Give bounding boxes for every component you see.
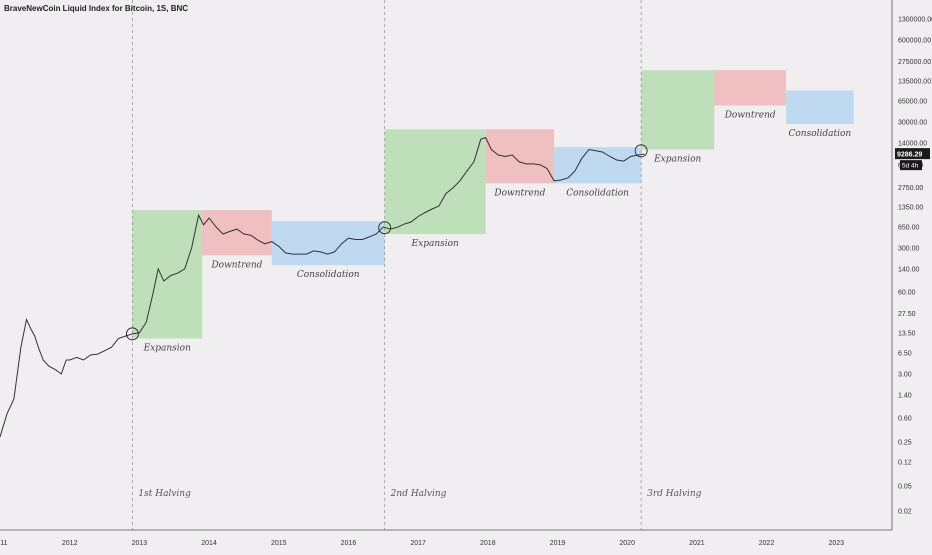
x-tick-label: 2021 — [689, 540, 705, 547]
y-tick-label: 135000.00 — [898, 78, 931, 85]
y-tick-label: 27.50 — [898, 311, 916, 318]
price-tag-value: 9286.29 — [897, 152, 922, 159]
phase-label-consolidation-5: Consolidation — [566, 188, 629, 198]
y-tick-label: 1350.00 — [898, 204, 923, 211]
y-tick-label: 65000.00 — [898, 98, 927, 105]
halving-label-1: 1st Halving — [138, 489, 191, 499]
phase-box-expansion-3 — [384, 129, 486, 235]
phase-label-downtrend-4: Downtrend — [493, 188, 545, 198]
price-tag — [895, 148, 930, 160]
y-tick-label: 6.50 — [898, 350, 912, 357]
y-tick-label: 0.12 — [898, 460, 912, 467]
phase-box-expansion-6 — [641, 70, 715, 150]
y-tick-label: 600000.00 — [898, 38, 931, 45]
phase-box-downtrend-4 — [485, 129, 555, 184]
halving-circle-1 — [125, 327, 139, 341]
countdown-tag — [900, 160, 922, 171]
y-tick-label: 13.50 — [898, 330, 916, 337]
x-tick-label: 2019 — [550, 540, 566, 547]
y-tick-label: 275000.00 — [898, 59, 931, 66]
x-tick-label: 2017 — [410, 540, 426, 547]
phase-box-consolidation-8 — [786, 90, 854, 124]
phase-label-consolidation-8: Consolidation — [789, 129, 852, 139]
halving-label-3: 3rd Halving — [647, 489, 702, 499]
y-tick-label: 140.00 — [898, 266, 920, 273]
x-tick-label: 2018 — [480, 540, 496, 547]
x-tick-label: 2022 — [759, 540, 775, 547]
y-tick-label: 3.00 — [898, 371, 912, 378]
y-tick-label: 1.40 — [898, 392, 912, 399]
countdown-value: 5d 4h — [902, 163, 919, 170]
x-tick-label: 2016 — [341, 540, 357, 547]
y-tick-label: 0.05 — [898, 483, 912, 490]
x-tick-label: 2020 — [619, 540, 635, 547]
x-tick-label: 2012 — [62, 540, 78, 547]
y-tick-label: 1300000.00 — [898, 16, 932, 23]
y-tick-label: 0.25 — [898, 439, 912, 446]
y-tick-label: 0.60 — [898, 416, 912, 423]
y-tick-label: 14000.00 — [898, 140, 927, 147]
y-tick-label: 2750.00 — [898, 185, 923, 192]
y-tick-label: 300.00 — [898, 246, 920, 253]
price-line — [0, 136, 645, 438]
halving-circle-3 — [634, 144, 648, 158]
y-tick-label: 30000.00 — [898, 120, 927, 127]
phase-box-consolidation-2 — [271, 221, 385, 266]
chart-title: BraveNewCoin Liquid Index for Bitcoin, 1… — [4, 4, 189, 13]
phase-box-downtrend-1 — [202, 210, 272, 256]
x-tick-label: 2011 — [0, 540, 8, 547]
phase-label-downtrend-1: Downtrend — [210, 260, 262, 270]
x-tick-label: 2013 — [132, 540, 148, 547]
x-tick-label: 2023 — [828, 540, 844, 547]
halving-circle-2 — [378, 221, 392, 235]
phase-label-expansion-0: Expansion — [143, 343, 191, 353]
phase-label-expansion-6: Expansion — [653, 154, 701, 164]
halving-label-2: 2nd Halving — [390, 489, 447, 499]
phase-box-downtrend-7 — [714, 70, 787, 106]
phase-box-expansion-0 — [132, 210, 203, 339]
x-tick-label: 2014 — [201, 540, 217, 547]
phase-label-downtrend-7: Downtrend — [724, 110, 776, 120]
phase-label-consolidation-2: Consolidation — [297, 270, 360, 280]
y-tick-label: 60.00 — [898, 290, 916, 297]
x-tick-label: 2015 — [271, 540, 287, 547]
phase-label-expansion-3: Expansion — [411, 239, 459, 249]
y-tick-label: 0.02 — [898, 509, 912, 516]
y-tick-label: 650.00 — [898, 224, 920, 231]
